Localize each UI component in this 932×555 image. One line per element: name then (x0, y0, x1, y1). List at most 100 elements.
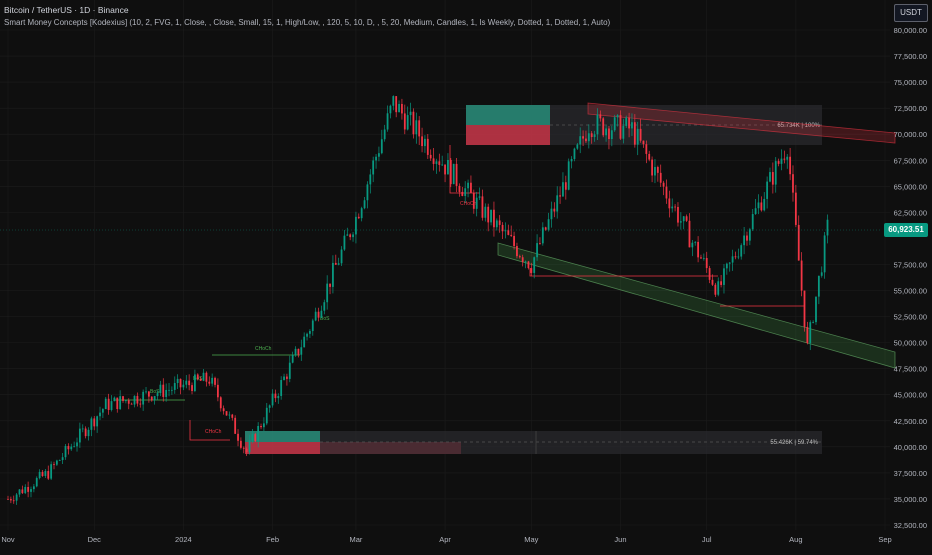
candle-body (576, 144, 579, 149)
candle-body (705, 258, 708, 269)
candle-body (228, 414, 231, 416)
candle-body (317, 311, 320, 318)
x-axis[interactable]: Nov Dec 2024 Feb Mar Apr May Jun Jul Aug Sep (1, 535, 891, 544)
candle-body (124, 400, 127, 402)
candle-body (490, 209, 492, 223)
candle-body (30, 489, 32, 492)
candle-body (458, 185, 461, 192)
y-tick-label: 55,000.00 (894, 287, 927, 296)
candle-body (659, 172, 662, 183)
candle-body (723, 268, 725, 285)
candle-body (734, 256, 737, 258)
candle-body (369, 174, 372, 185)
candle-body (409, 111, 412, 116)
candle-body (700, 257, 702, 259)
indicator-legend[interactable]: Smart Money Concepts [Kodexius] (10, 2, … (4, 18, 611, 27)
candle-body (145, 391, 147, 393)
candle-body (714, 284, 717, 295)
candle-body (702, 258, 705, 259)
choch-label-1: CHoCh (255, 346, 272, 352)
candle-body (50, 464, 53, 479)
candle-body (484, 206, 487, 218)
candle-body (268, 405, 271, 408)
zone-top-range (550, 105, 822, 145)
structure-line-1 (529, 268, 718, 277)
candle-body (708, 268, 711, 280)
candle-body (53, 464, 55, 466)
candle-body (820, 272, 823, 276)
candle-body (90, 418, 93, 430)
candle-body (383, 129, 386, 140)
y-axis[interactable]: 80,000.00 77,500.00 75,000.00 72,500.00 70,0… (894, 26, 927, 530)
candle-body (81, 428, 84, 430)
candle-body (783, 158, 786, 160)
candle-body (265, 407, 268, 424)
choch-label-3: CHoCh (205, 429, 222, 435)
candle-body (582, 136, 584, 139)
candle-body (130, 403, 133, 405)
candle-body (67, 446, 70, 450)
candle-body (593, 134, 596, 138)
candle-body (424, 138, 426, 147)
candle-body (562, 182, 564, 197)
candle-body (777, 161, 780, 164)
candle-body (280, 380, 283, 396)
y-tick-label: 67,500.00 (894, 156, 927, 165)
candle-body (823, 235, 826, 273)
y-tick-label: 50,000.00 (894, 339, 927, 348)
candle-body (553, 208, 556, 212)
candle-body (12, 500, 15, 502)
candle-body (214, 377, 216, 385)
y-tick-label: 37,500.00 (894, 469, 927, 478)
candle-body (518, 256, 521, 258)
x-tick-label: Mar (349, 535, 362, 544)
candle-body (334, 262, 337, 265)
candle-body (380, 139, 383, 154)
zone-top-red (466, 125, 550, 145)
candle-body (751, 214, 754, 230)
candle-body (510, 234, 513, 236)
symbol-title[interactable]: Bitcoin / TetherUS · 1D · Binance (4, 5, 129, 15)
candle-body (165, 389, 168, 397)
candle-body (662, 182, 665, 187)
candle-body (199, 379, 202, 381)
candle-body (513, 235, 515, 247)
candle-body (93, 418, 96, 427)
candle-body (107, 398, 110, 410)
candle-body (596, 114, 599, 135)
candle-body (245, 448, 248, 453)
candle-body (248, 440, 251, 453)
candle-body (797, 224, 800, 261)
y-tick-label: 45,000.00 (894, 391, 927, 400)
candle-body (645, 144, 648, 154)
x-tick-label: Jun (614, 535, 626, 544)
candle-body (472, 192, 475, 209)
y-tick-label: 70,000.00 (894, 130, 927, 139)
candle-body (237, 433, 239, 441)
candle-body (530, 268, 533, 273)
candle-body (763, 198, 766, 211)
candle-body (352, 234, 354, 238)
candle-body (406, 115, 409, 130)
candle-body (656, 167, 659, 173)
candle-body (455, 163, 458, 186)
candle-body (602, 118, 605, 136)
candle-body (15, 494, 18, 501)
candle-body (435, 161, 438, 164)
candle-body (573, 148, 576, 160)
candle-body (211, 377, 214, 384)
candle-body (38, 471, 41, 479)
candle-body (58, 460, 61, 461)
candle-body (487, 206, 490, 223)
candle-body (263, 423, 265, 428)
candle-body (587, 133, 590, 142)
candle-body (421, 136, 423, 147)
candle-body (585, 138, 587, 142)
currency-button[interactable]: USDT (894, 4, 928, 22)
x-tick-label: Nov (1, 535, 15, 544)
candle-body (274, 393, 277, 399)
candle-body (294, 348, 297, 356)
candle-body (498, 220, 501, 225)
